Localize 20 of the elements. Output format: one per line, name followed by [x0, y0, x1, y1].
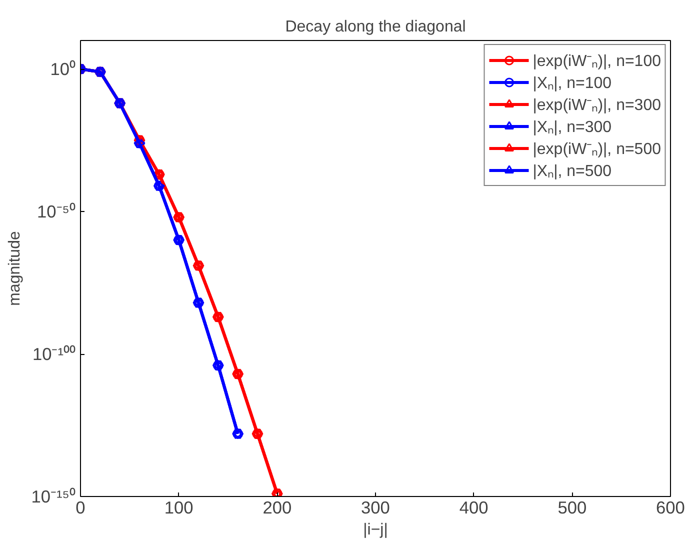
y-tick-label: 10⁰ [50, 59, 76, 79]
legend-label: |Xₙ|, n=500 [532, 162, 612, 181]
x-tick-label: 200 [262, 498, 292, 518]
x-tick-label: 400 [459, 498, 488, 518]
y-tick-label: 10⁻¹⁰⁰ [32, 344, 76, 364]
y-tick-label: 10⁻¹⁵⁰ [31, 486, 76, 506]
x-tick-label: 500 [558, 498, 587, 518]
y-axis-title: magnitude [6, 231, 24, 306]
x-tick-label: 300 [361, 498, 390, 518]
legend-label: |Xₙ|, n=100 [532, 74, 612, 93]
chart-title: Decay along the diagonal [285, 18, 466, 36]
x-tick-label: 100 [164, 498, 194, 518]
legend-label: |exp(iW⁻ₙ)|, n=300 [532, 96, 661, 115]
legend-label: |exp(iW⁻ₙ)|, n=500 [532, 140, 661, 159]
x-axis-title: |i−j| [363, 522, 388, 538]
x-tick-label: 0 [76, 498, 86, 518]
legend-label: |Xₙ|, n=300 [532, 118, 612, 137]
y-tick-label: 10⁻⁵⁰ [37, 202, 76, 222]
x-tick-label: 600 [656, 498, 685, 518]
legend-label: |exp(iW⁻ₙ)|, n=100 [532, 52, 661, 71]
